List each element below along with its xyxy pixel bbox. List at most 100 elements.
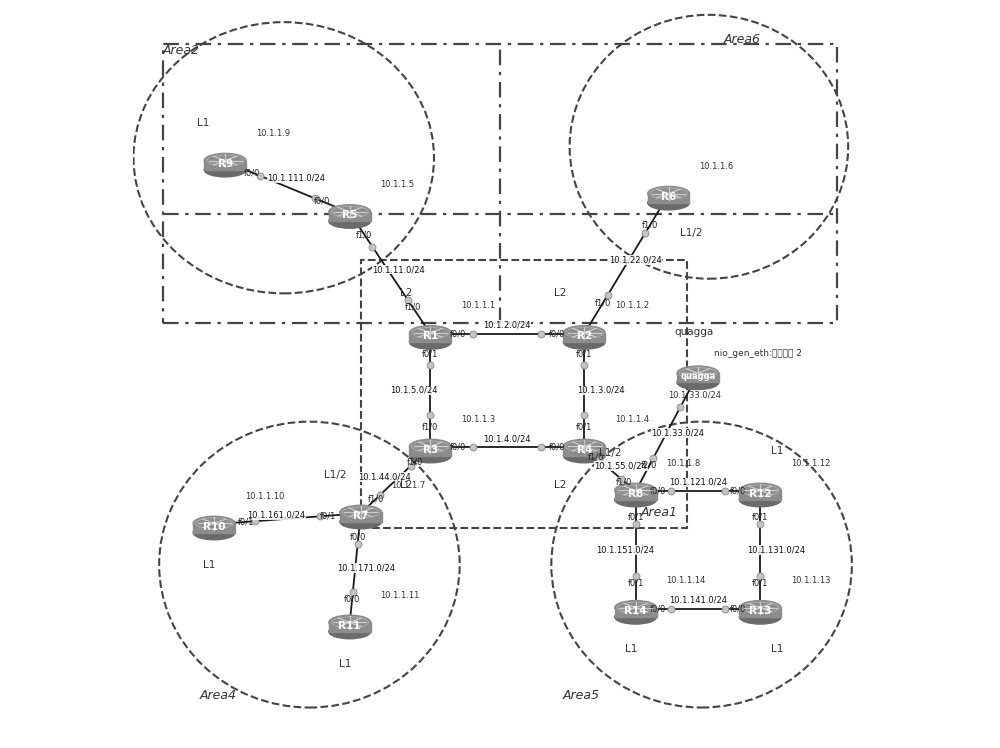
Ellipse shape [409,335,451,349]
Text: f0/1: f0/1 [752,512,768,521]
Text: f0/1: f0/1 [576,349,592,358]
Text: 10.1.33.0/24: 10.1.33.0/24 [651,428,704,437]
Text: 10.1.4.0/24: 10.1.4.0/24 [484,434,531,443]
Text: f0/0: f0/0 [650,487,666,496]
Text: f1/0: f1/0 [356,230,372,239]
Text: f0/0: f0/0 [650,604,666,613]
Bar [193,524,235,533]
Text: R8: R8 [628,489,643,499]
Text: R10: R10 [203,522,225,532]
Text: 10.1.3.0/24: 10.1.3.0/24 [577,386,624,395]
Text: 10.1.1.14: 10.1.1.14 [666,576,706,585]
Bar [739,491,781,500]
Ellipse shape [340,505,382,520]
Ellipse shape [615,610,657,624]
Ellipse shape [739,483,781,497]
Ellipse shape [563,325,605,340]
Text: f0/1: f0/1 [752,578,768,587]
Text: 10.1.161.0/24: 10.1.161.0/24 [247,511,305,520]
Ellipse shape [329,214,371,228]
Text: 10.1.1.3: 10.1.1.3 [461,415,495,424]
Text: L2: L2 [400,480,412,491]
Text: L1: L1 [625,644,637,654]
Text: R3: R3 [423,445,438,455]
Ellipse shape [615,601,657,615]
Text: 10.1.1.2: 10.1.1.2 [615,301,649,310]
Text: f0/0: f0/0 [730,604,746,613]
Ellipse shape [563,449,605,463]
Text: f1/0: f1/0 [368,494,384,503]
Text: Area2: Area2 [163,44,200,57]
Text: f0/0: f0/0 [450,443,466,452]
Ellipse shape [193,526,235,540]
Text: L1: L1 [771,446,784,456]
Bar [563,447,605,456]
Text: f1/0: f1/0 [642,221,658,230]
Text: f0/0: f0/0 [244,168,261,177]
Text: 10.1.22.0/24: 10.1.22.0/24 [609,256,662,265]
Bar [361,260,687,528]
Text: 10.1.121.0/24: 10.1.121.0/24 [669,478,727,487]
Text: L1: L1 [197,118,210,129]
Ellipse shape [193,516,235,530]
Text: f0/0: f0/0 [730,487,746,496]
Text: L2: L2 [554,480,566,491]
Bar [409,447,451,456]
Ellipse shape [340,515,382,529]
Text: f0/1: f0/1 [576,423,592,432]
Text: 10.1.171.0/24: 10.1.171.0/24 [337,564,395,573]
Text: 10.1.1.11: 10.1.1.11 [381,591,420,600]
Ellipse shape [563,439,605,453]
Text: 10.1.1.10: 10.1.1.10 [245,492,284,501]
Text: 10.1.55.0/24: 10.1.55.0/24 [595,461,647,470]
Text: R7: R7 [353,511,368,521]
Text: L1: L1 [203,560,215,569]
Ellipse shape [329,625,371,639]
Text: f0/1: f0/1 [627,512,644,521]
Ellipse shape [329,205,371,219]
Text: 10.1.1.12: 10.1.1.12 [791,459,830,468]
Text: f0/0: f0/0 [548,443,565,452]
Text: L1/2: L1/2 [599,448,621,459]
Text: f0/1: f0/1 [238,518,255,527]
Text: L1/2: L1/2 [324,470,347,480]
Text: L2: L2 [400,289,412,298]
Ellipse shape [329,615,371,630]
Ellipse shape [409,439,451,453]
Bar [615,491,657,500]
Text: R2: R2 [577,331,592,341]
Text: R13: R13 [749,606,771,616]
Text: 10.1.1.6: 10.1.1.6 [699,162,734,171]
Ellipse shape [204,153,246,168]
Text: R4: R4 [577,445,592,455]
Ellipse shape [648,196,689,210]
Bar [204,161,246,170]
Ellipse shape [739,492,781,507]
Text: f0/1: f0/1 [320,511,337,520]
Text: f1/0: f1/0 [587,453,604,462]
Text: f1/0: f1/0 [595,298,611,307]
Text: 10.1.1.13: 10.1.1.13 [791,576,831,585]
Ellipse shape [648,186,689,200]
Text: 10.1.111.0/24: 10.1.111.0/24 [267,174,325,183]
Text: f0/1: f0/1 [627,578,644,587]
Text: quagga: quagga [675,328,714,337]
Bar [329,622,371,631]
Text: L2: L2 [554,289,566,298]
Bar [409,333,451,342]
Text: 10.1.2.0/24: 10.1.2.0/24 [484,320,531,329]
Text: 10.1.1.5: 10.1.1.5 [381,180,415,189]
Bar [563,333,605,342]
Text: 10.1.11.0/24: 10.1.11.0/24 [372,265,425,274]
Text: R9: R9 [218,159,233,169]
Bar [329,212,371,221]
Text: f0/1: f0/1 [422,349,439,358]
Text: 10.1.141.0/24: 10.1.141.0/24 [669,595,727,604]
Text: f0/0: f0/0 [548,329,565,338]
Ellipse shape [677,375,719,390]
Text: f0/0: f0/0 [450,329,466,338]
Bar [648,194,689,203]
Text: 10.1.151.0/24: 10.1.151.0/24 [596,545,654,554]
Text: 10.1.44.0/24: 10.1.44.0/24 [358,472,411,481]
Bar [739,607,781,617]
